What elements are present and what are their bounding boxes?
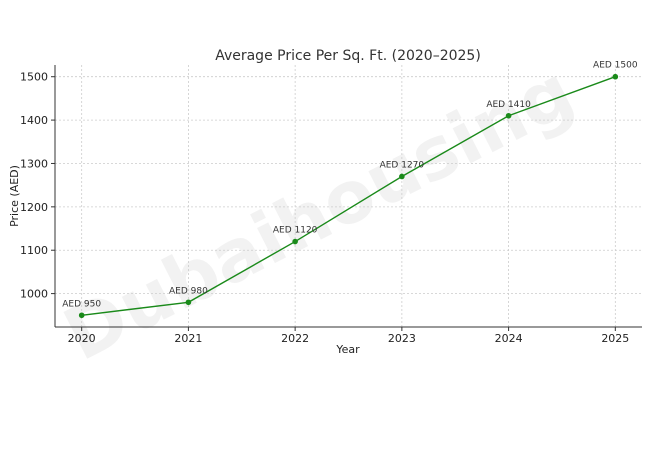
data-point <box>399 173 405 180</box>
watermark: Dubaihousing <box>51 49 586 377</box>
x-tick-label: 2020 <box>68 332 96 345</box>
data-point <box>78 312 85 319</box>
x-axis-ticks: 2020 2021 2022 2023 2024 2025 <box>68 327 629 345</box>
x-tick-label: 2021 <box>174 332 202 345</box>
y-tick-label: 1100 <box>20 244 48 257</box>
data-point <box>185 299 192 306</box>
x-tick-label: 2023 <box>388 332 416 345</box>
data-label: AED 950 <box>62 299 101 309</box>
data-label: AED 1410 <box>486 100 531 110</box>
y-tick-label: 1500 <box>20 71 48 84</box>
series-group: AED 950 AED 980 AED 1120 AED 1270 AED 1410 AE… <box>62 61 638 319</box>
data-label: AED 1120 <box>273 226 318 236</box>
chart-title: Average Price Per Sq. Ft. (2020–2025) <box>215 48 481 64</box>
data-label: AED 980 <box>169 286 208 296</box>
y-tick-label: 1000 <box>20 288 48 301</box>
data-label: AED 1270 <box>380 160 425 170</box>
data-point <box>505 112 512 119</box>
y-tick-label: 1400 <box>20 114 48 127</box>
x-axis-label: Year <box>335 343 360 356</box>
data-point <box>292 238 298 245</box>
grid <box>55 65 642 327</box>
data-label: AED 1500 <box>593 61 638 71</box>
axes <box>54 65 642 328</box>
x-tick-label: 2024 <box>495 332 523 345</box>
x-tick-label: 2025 <box>601 332 629 345</box>
y-tick-label: 1200 <box>20 201 48 214</box>
y-axis-label: Price (AED) <box>8 165 21 227</box>
y-axis-ticks: 1000 1100 1200 1300 1400 1500 <box>20 71 55 301</box>
x-tick-label: 2022 <box>281 332 309 345</box>
series-line <box>81 76 616 316</box>
data-point <box>612 73 619 80</box>
y-tick-label: 1300 <box>20 157 48 170</box>
